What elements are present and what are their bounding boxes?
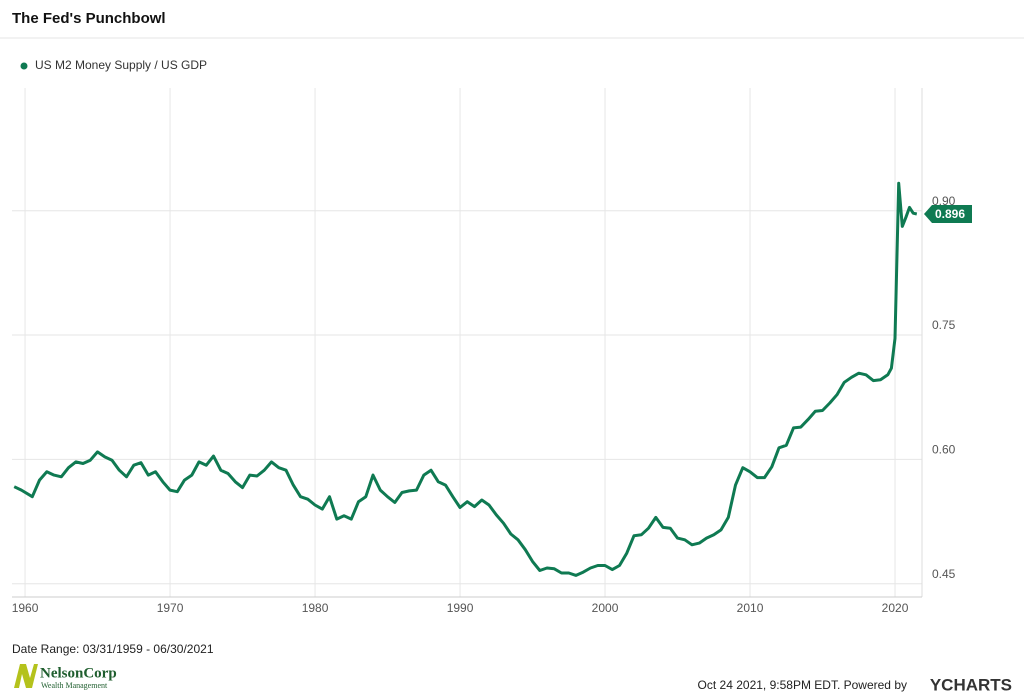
y-tick-label: 0.75 [932,318,956,332]
data-line [13,181,918,577]
logo-name: NelsonCorp [40,665,117,681]
logo: NelsonCorp Wealth Management [14,664,117,690]
x-tick-label: 1980 [302,601,329,615]
timestamp: Oct 24 2021, 9:58PM EDT. Powered by [698,678,907,692]
x-tick-label: 2010 [737,601,764,615]
x-tick-label: 1960 [12,601,39,615]
brand: YCHARTS [930,675,1012,694]
x-tick-label: 1970 [157,601,184,615]
last-value-label: 0.896 [935,207,965,221]
y-tick-label: 0.45 [932,567,956,581]
chart-title: The Fed's Punchbowl [12,10,166,27]
legend-label: US M2 Money Supply / US GDP [35,58,207,72]
x-tick-label: 2020 [882,601,909,615]
legend-marker [20,62,28,70]
logo-icon [14,664,38,688]
logo-sub: Wealth Management [41,681,108,690]
date-range: Date Range: 03/31/1959 - 06/30/2021 [12,642,214,656]
x-tick-label: 1990 [447,601,474,615]
last-value-tag [924,205,972,224]
y-tick-label: 0.90 [932,194,956,208]
x-tick-label: 2000 [592,601,619,615]
y-tick-label: 0.60 [932,443,956,457]
